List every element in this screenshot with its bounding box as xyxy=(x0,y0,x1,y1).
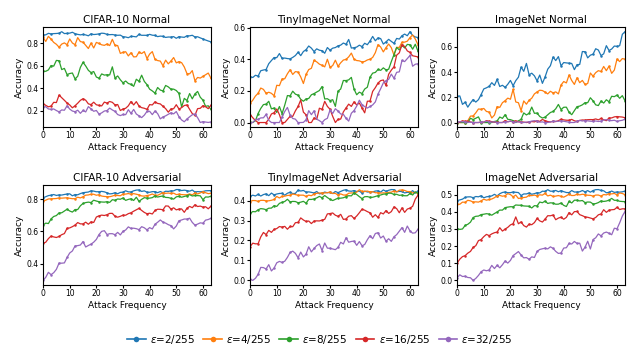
Y-axis label: Accuracy: Accuracy xyxy=(15,56,24,98)
Y-axis label: Accuracy: Accuracy xyxy=(429,56,438,98)
X-axis label: Attack Frequency: Attack Frequency xyxy=(88,301,166,310)
Y-axis label: Accuracy: Accuracy xyxy=(15,214,24,256)
Legend: $\varepsilon$=2/255, $\varepsilon$=4/255, $\varepsilon$=8/255, $\varepsilon$=16/: $\varepsilon$=2/255, $\varepsilon$=4/255… xyxy=(123,329,517,350)
Y-axis label: Accuracy: Accuracy xyxy=(222,56,231,98)
X-axis label: Attack Frequency: Attack Frequency xyxy=(88,143,166,152)
Title: TinyImageNet Adversarial: TinyImageNet Adversarial xyxy=(267,173,401,183)
X-axis label: Attack Frequency: Attack Frequency xyxy=(502,301,580,310)
X-axis label: Attack Frequency: Attack Frequency xyxy=(294,143,373,152)
Title: TinyImageNet Normal: TinyImageNet Normal xyxy=(277,15,391,25)
X-axis label: Attack Frequency: Attack Frequency xyxy=(502,143,580,152)
Title: CIFAR-10 Adversarial: CIFAR-10 Adversarial xyxy=(73,173,181,183)
X-axis label: Attack Frequency: Attack Frequency xyxy=(294,301,373,310)
Y-axis label: Accuracy: Accuracy xyxy=(222,214,231,256)
Title: ImageNet Adversarial: ImageNet Adversarial xyxy=(484,173,598,183)
Title: ImageNet Normal: ImageNet Normal xyxy=(495,15,587,25)
Title: CIFAR-10 Normal: CIFAR-10 Normal xyxy=(83,15,171,25)
Y-axis label: Accuracy: Accuracy xyxy=(429,214,438,256)
